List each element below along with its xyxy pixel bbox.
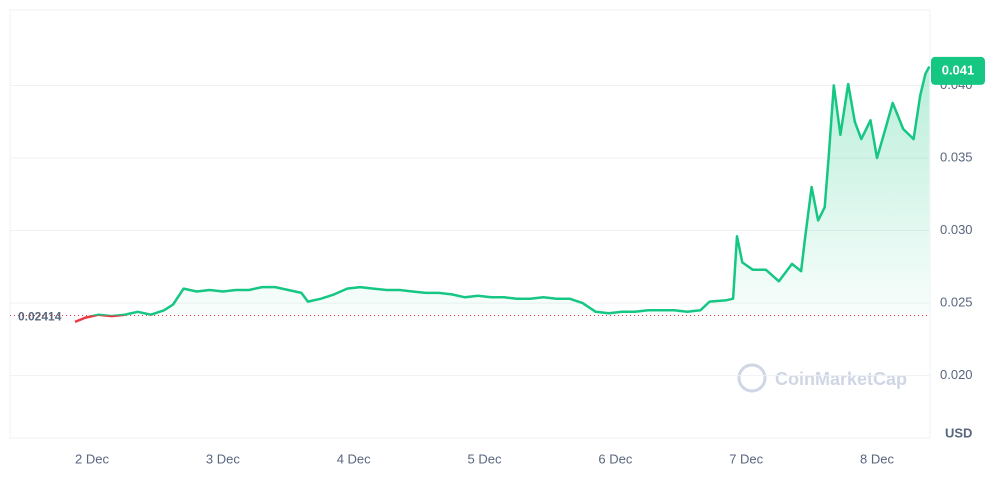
x-tick-label: 8 Dec	[860, 451, 894, 466]
watermark: CoinMarketCap	[737, 363, 907, 393]
x-tick-label: 6 Dec	[598, 451, 632, 466]
y-unit: USD	[945, 425, 972, 440]
reference-label: 0.02414	[18, 310, 62, 324]
x-tick-label: 4 Dec	[337, 451, 371, 466]
watermark-text: CoinMarketCap	[775, 369, 907, 389]
price-line	[88, 66, 931, 316]
y-tick-label: 0.025	[940, 295, 973, 310]
plot-frame	[9, 9, 931, 439]
x-tick-label: 7 Dec	[729, 451, 763, 466]
watermark-logo	[737, 363, 767, 393]
x-tick-label: 2 Dec	[75, 451, 109, 466]
current-price-tag: 0.041	[931, 56, 985, 85]
y-tick-label: 0.030	[940, 222, 973, 237]
price-area	[75, 66, 930, 316]
current-price-label: 0.041	[942, 62, 975, 77]
current-price-box	[931, 56, 985, 85]
x-tick-label: 5 Dec	[468, 451, 502, 466]
y-tick-label: 0.020	[940, 367, 973, 382]
x-tick-label: 3 Dec	[206, 451, 240, 466]
y-tick-label: 0.035	[940, 149, 973, 164]
